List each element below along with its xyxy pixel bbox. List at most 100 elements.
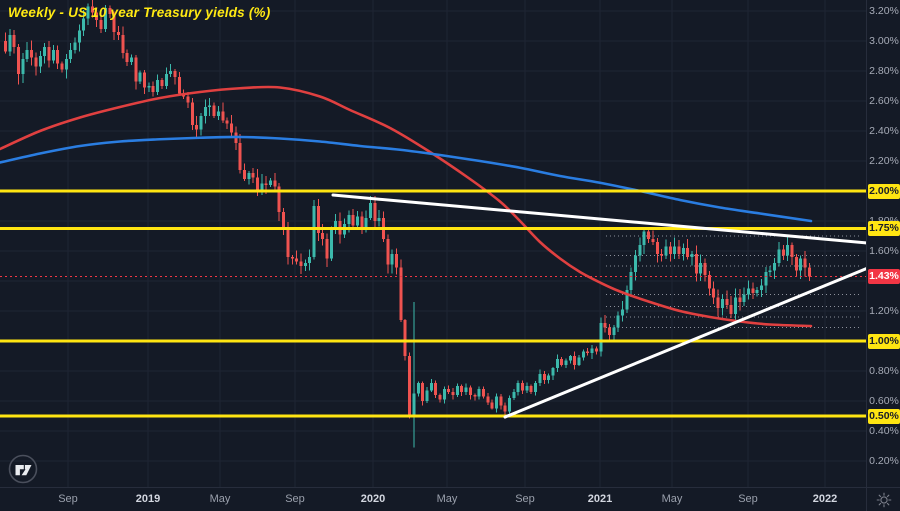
candle[interactable] — [103, 5, 107, 32]
candle[interactable] — [4, 32, 7, 54]
candle[interactable] — [212, 102, 216, 119]
candle[interactable] — [377, 210, 381, 227]
candle[interactable] — [203, 99, 207, 124]
candle[interactable] — [799, 255, 803, 280]
candle[interactable] — [707, 270, 711, 296]
candle[interactable] — [160, 77, 164, 90]
candle[interactable] — [151, 81, 155, 97]
candle[interactable] — [190, 98, 194, 131]
candle[interactable] — [247, 170, 251, 185]
candle[interactable] — [568, 354, 572, 364]
candle[interactable] — [712, 281, 716, 305]
candle[interactable] — [164, 67, 168, 89]
candle[interactable] — [786, 236, 790, 262]
candle[interactable] — [725, 290, 729, 310]
candle[interactable] — [686, 239, 690, 260]
candle[interactable] — [538, 369, 542, 386]
candle[interactable] — [416, 381, 420, 397]
candle[interactable] — [138, 70, 142, 84]
candle[interactable] — [607, 323, 611, 340]
candle[interactable] — [599, 317, 603, 357]
tradingview-logo[interactable] — [6, 452, 40, 486]
candle[interactable] — [625, 285, 629, 314]
candle[interactable] — [777, 242, 781, 267]
candle[interactable] — [199, 113, 203, 136]
candle[interactable] — [634, 249, 638, 281]
candle[interactable] — [303, 259, 307, 272]
candle[interactable] — [308, 249, 312, 271]
candle[interactable] — [455, 383, 459, 397]
candle[interactable] — [368, 196, 372, 220]
candle[interactable] — [355, 210, 359, 229]
candle[interactable] — [251, 167, 255, 183]
candle[interactable] — [238, 134, 242, 174]
candle[interactable] — [468, 385, 472, 400]
candle[interactable] — [64, 54, 68, 79]
candle[interactable] — [21, 53, 25, 84]
time-axis[interactable]: Sep 2019 May Sep 2020 May Sep 2021 May Sep 2022 — [0, 487, 866, 511]
candle[interactable] — [755, 286, 759, 297]
candle[interactable] — [503, 402, 507, 416]
sun-theme-icon[interactable] — [876, 492, 892, 508]
candle[interactable] — [512, 388, 516, 400]
candle[interactable] — [768, 265, 772, 277]
candle[interactable] — [60, 61, 64, 73]
candle[interactable] — [134, 55, 138, 90]
candle[interactable] — [329, 226, 333, 261]
candle[interactable] — [8, 29, 12, 57]
candle[interactable] — [43, 42, 47, 64]
candle[interactable] — [434, 380, 438, 399]
candle[interactable] — [225, 117, 229, 130]
candle[interactable] — [764, 266, 768, 294]
price-axis[interactable]: 3.20%3.00%2.80%2.60%2.40%2.20%2.00%1.80%… — [866, 0, 900, 487]
candle[interactable] — [112, 11, 116, 40]
candle[interactable] — [316, 198, 320, 242]
candle[interactable] — [521, 380, 525, 394]
candle[interactable] — [334, 213, 338, 235]
candle[interactable] — [690, 251, 694, 266]
candle[interactable] — [221, 102, 225, 123]
candle[interactable] — [143, 70, 147, 94]
candle[interactable] — [34, 52, 38, 76]
candle[interactable] — [577, 354, 581, 366]
candle[interactable] — [729, 296, 733, 319]
candle[interactable] — [529, 384, 533, 395]
candle[interactable] — [73, 37, 77, 54]
candle[interactable] — [382, 211, 386, 243]
candle[interactable] — [481, 386, 485, 399]
candle[interactable] — [451, 387, 455, 400]
candle[interactable] — [742, 287, 746, 307]
candle[interactable] — [534, 380, 538, 396]
candle[interactable] — [760, 278, 764, 297]
candle[interactable] — [51, 45, 55, 64]
candle[interactable] — [273, 173, 277, 191]
candle[interactable] — [668, 242, 672, 262]
candle[interactable] — [716, 289, 720, 317]
candle[interactable] — [746, 280, 750, 300]
candle[interactable] — [425, 387, 429, 404]
candle[interactable] — [121, 26, 125, 59]
candle[interactable] — [156, 74, 160, 96]
candle[interactable] — [603, 315, 607, 333]
candle[interactable] — [790, 242, 794, 265]
candle[interactable] — [169, 64, 173, 78]
price-chart-canvas[interactable] — [0, 0, 866, 487]
candle[interactable] — [694, 245, 698, 282]
candle[interactable] — [82, 9, 86, 36]
candle[interactable] — [56, 45, 60, 70]
candle[interactable] — [147, 82, 151, 93]
candle[interactable] — [130, 54, 134, 66]
candle[interactable] — [738, 289, 742, 311]
candle[interactable] — [803, 250, 807, 277]
candle[interactable] — [447, 385, 451, 394]
candle[interactable] — [655, 237, 659, 263]
candle[interactable] — [86, 3, 90, 25]
candle[interactable] — [733, 288, 737, 320]
candle[interactable] — [620, 301, 624, 322]
candle[interactable] — [525, 382, 529, 394]
candle[interactable] — [486, 392, 490, 406]
candle[interactable] — [638, 237, 642, 262]
candle[interactable] — [30, 40, 34, 66]
candle[interactable] — [438, 393, 442, 403]
candle[interactable] — [442, 386, 446, 404]
